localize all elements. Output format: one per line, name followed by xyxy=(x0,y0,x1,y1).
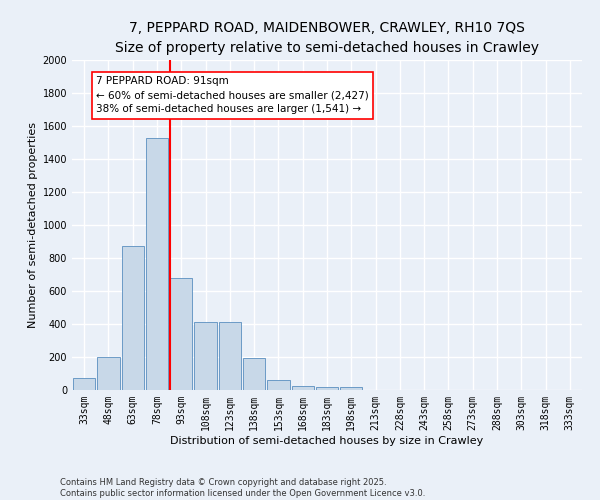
Text: Contains HM Land Registry data © Crown copyright and database right 2025.
Contai: Contains HM Land Registry data © Crown c… xyxy=(60,478,425,498)
Bar xyxy=(122,246,144,390)
X-axis label: Distribution of semi-detached houses by size in Crawley: Distribution of semi-detached houses by … xyxy=(170,436,484,446)
Bar xyxy=(292,386,314,390)
Bar xyxy=(194,322,217,390)
Bar xyxy=(146,138,168,390)
Bar xyxy=(170,278,193,390)
Text: 7 PEPPARD ROAD: 91sqm
← 60% of semi-detached houses are smaller (2,427)
38% of s: 7 PEPPARD ROAD: 91sqm ← 60% of semi-deta… xyxy=(96,76,369,114)
Bar xyxy=(73,378,95,390)
Title: 7, PEPPARD ROAD, MAIDENBOWER, CRAWLEY, RH10 7QS
Size of property relative to sem: 7, PEPPARD ROAD, MAIDENBOWER, CRAWLEY, R… xyxy=(115,21,539,54)
Bar xyxy=(218,322,241,390)
Bar xyxy=(340,386,362,390)
Y-axis label: Number of semi-detached properties: Number of semi-detached properties xyxy=(28,122,38,328)
Bar xyxy=(97,357,119,390)
Bar xyxy=(243,358,265,390)
Bar xyxy=(267,380,290,390)
Bar xyxy=(316,386,338,390)
